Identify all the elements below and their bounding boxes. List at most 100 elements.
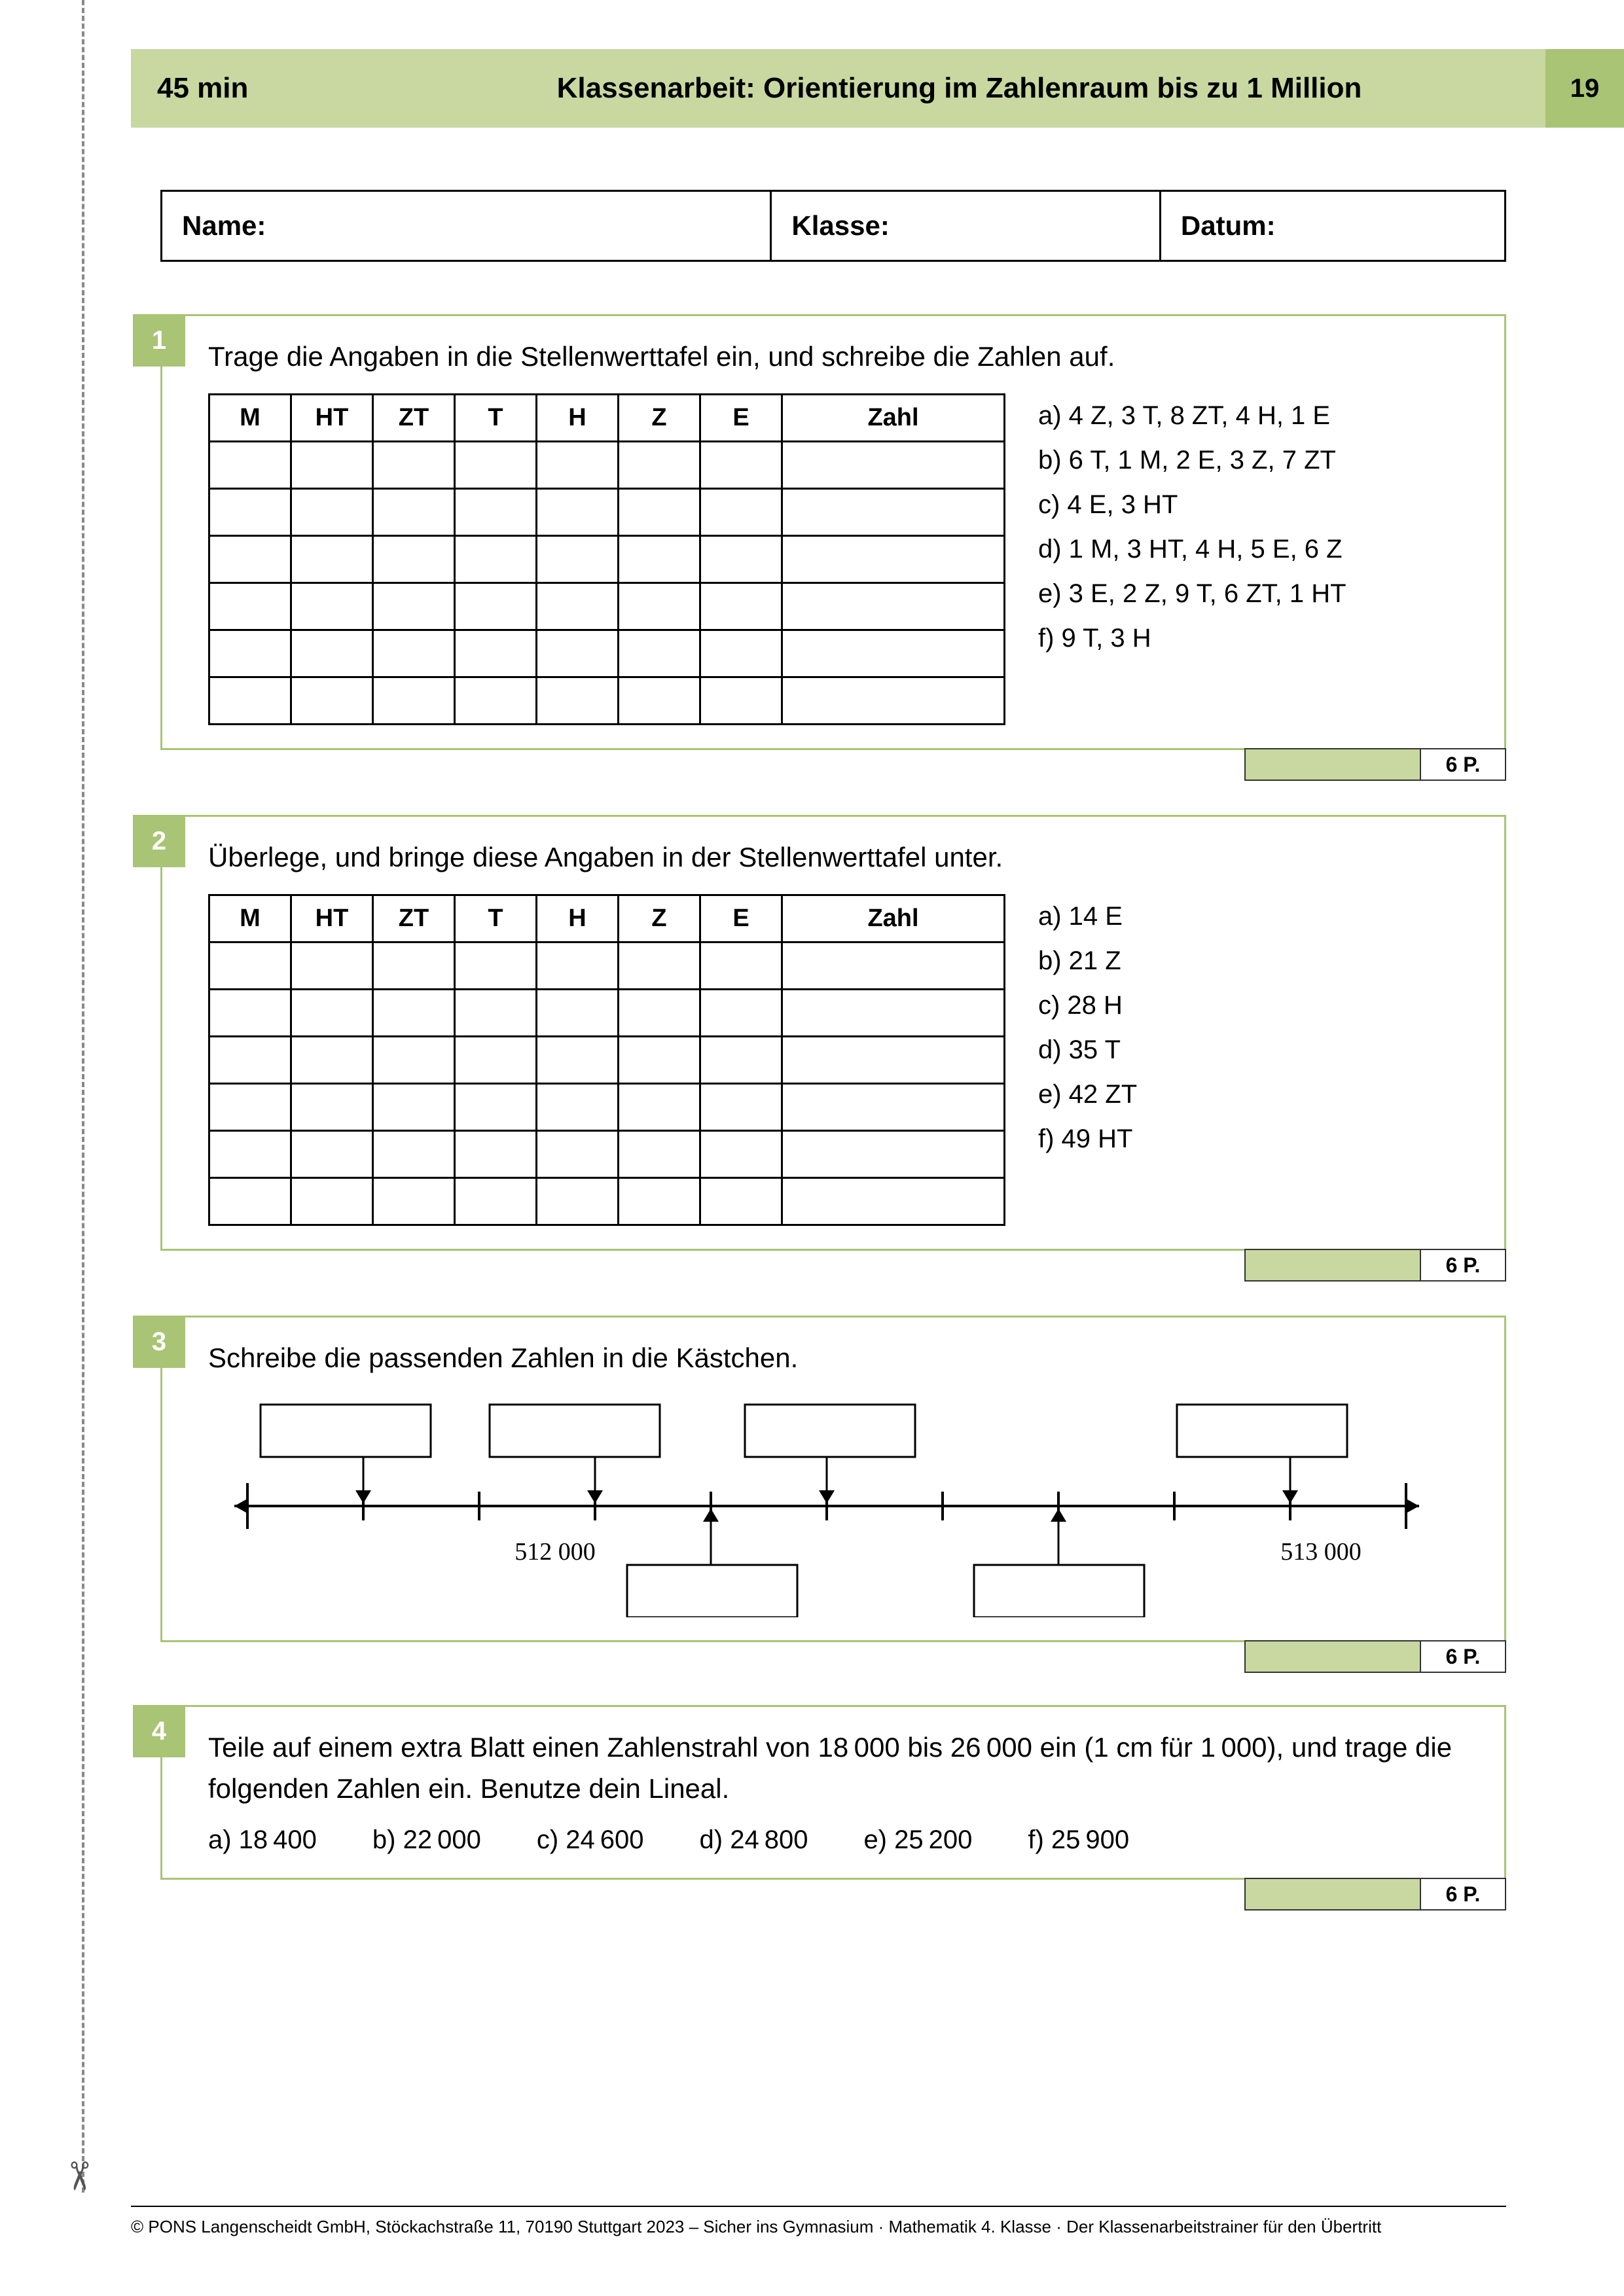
pv-cell[interactable] — [373, 536, 455, 583]
pv-cell[interactable] — [373, 583, 455, 630]
pv-cell[interactable] — [455, 489, 537, 536]
pv-cell[interactable] — [209, 536, 291, 583]
pv-cell[interactable] — [291, 677, 373, 725]
pv-cell[interactable] — [537, 1131, 619, 1178]
pv-cell[interactable] — [373, 1178, 455, 1225]
pv-cell[interactable] — [373, 677, 455, 725]
pv-cell[interactable] — [782, 1131, 1005, 1178]
pv-cell[interactable] — [700, 677, 782, 725]
pv-cell[interactable] — [619, 489, 700, 536]
pv-cell[interactable] — [455, 536, 537, 583]
pv-cell[interactable] — [455, 942, 537, 990]
name-field-label[interactable]: Name: — [162, 192, 772, 260]
pv-cell[interactable] — [700, 1037, 782, 1084]
pv-cell[interactable] — [782, 489, 1005, 536]
pv-cell[interactable] — [291, 1084, 373, 1131]
place-value-table[interactable]: MHTZTTHZEZahl — [208, 393, 1005, 725]
pv-cell[interactable] — [209, 677, 291, 725]
pv-cell[interactable] — [537, 489, 619, 536]
pv-cell[interactable] — [373, 442, 455, 489]
pv-cell[interactable] — [291, 583, 373, 630]
pv-cell[interactable] — [782, 630, 1005, 677]
pv-cell[interactable] — [782, 942, 1005, 990]
pv-cell[interactable] — [782, 1084, 1005, 1131]
points-blank[interactable] — [1244, 1878, 1421, 1910]
pv-cell[interactable] — [619, 630, 700, 677]
klasse-field-label[interactable]: Klasse: — [772, 192, 1161, 260]
pv-cell[interactable] — [209, 942, 291, 990]
pv-cell[interactable] — [537, 677, 619, 725]
pv-cell[interactable] — [782, 536, 1005, 583]
pv-cell[interactable] — [782, 583, 1005, 630]
pv-cell[interactable] — [537, 583, 619, 630]
pv-cell[interactable] — [700, 1178, 782, 1225]
pv-cell[interactable] — [373, 1037, 455, 1084]
pv-cell[interactable] — [700, 489, 782, 536]
pv-cell[interactable] — [291, 489, 373, 536]
pv-cell[interactable] — [455, 442, 537, 489]
pv-cell[interactable] — [537, 1037, 619, 1084]
pv-cell[interactable] — [782, 442, 1005, 489]
pv-cell[interactable] — [291, 536, 373, 583]
pv-cell[interactable] — [455, 1037, 537, 1084]
pv-cell[interactable] — [291, 1037, 373, 1084]
pv-cell[interactable] — [455, 1131, 537, 1178]
number-line[interactable]: 512 000513 000 — [208, 1395, 1452, 1617]
pv-cell[interactable] — [373, 1084, 455, 1131]
pv-cell[interactable] — [700, 1131, 782, 1178]
pv-cell[interactable] — [700, 583, 782, 630]
pv-cell[interactable] — [291, 442, 373, 489]
points-blank[interactable] — [1244, 1640, 1421, 1673]
pv-cell[interactable] — [209, 1131, 291, 1178]
pv-cell[interactable] — [537, 1084, 619, 1131]
pv-cell[interactable] — [537, 536, 619, 583]
pv-cell[interactable] — [455, 1084, 537, 1131]
pv-cell[interactable] — [455, 630, 537, 677]
pv-cell[interactable] — [782, 990, 1005, 1037]
pv-cell[interactable] — [291, 942, 373, 990]
pv-cell[interactable] — [537, 1178, 619, 1225]
points-blank[interactable] — [1244, 1249, 1421, 1282]
pv-cell[interactable] — [373, 630, 455, 677]
pv-cell[interactable] — [700, 630, 782, 677]
pv-cell[interactable] — [373, 990, 455, 1037]
pv-cell[interactable] — [700, 536, 782, 583]
pv-cell[interactable] — [700, 942, 782, 990]
pv-cell[interactable] — [291, 1178, 373, 1225]
pv-cell[interactable] — [782, 1037, 1005, 1084]
pv-cell[interactable] — [209, 1178, 291, 1225]
pv-cell[interactable] — [373, 1131, 455, 1178]
pv-cell[interactable] — [373, 489, 455, 536]
pv-cell[interactable] — [291, 990, 373, 1037]
pv-cell[interactable] — [209, 489, 291, 536]
pv-cell[interactable] — [700, 1084, 782, 1131]
pv-cell[interactable] — [209, 630, 291, 677]
pv-cell[interactable] — [455, 1178, 537, 1225]
pv-cell[interactable] — [209, 990, 291, 1037]
pv-cell[interactable] — [619, 942, 700, 990]
pv-cell[interactable] — [537, 630, 619, 677]
pv-cell[interactable] — [619, 1037, 700, 1084]
pv-cell[interactable] — [537, 990, 619, 1037]
pv-cell[interactable] — [209, 1084, 291, 1131]
pv-cell[interactable] — [619, 677, 700, 725]
pv-cell[interactable] — [619, 442, 700, 489]
place-value-table[interactable]: MHTZTTHZEZahl — [208, 894, 1005, 1226]
pv-cell[interactable] — [373, 942, 455, 990]
pv-cell[interactable] — [619, 1178, 700, 1225]
pv-cell[interactable] — [782, 677, 1005, 725]
pv-cell[interactable] — [537, 942, 619, 990]
pv-cell[interactable] — [291, 1131, 373, 1178]
pv-cell[interactable] — [700, 442, 782, 489]
points-blank[interactable] — [1244, 748, 1421, 781]
pv-cell[interactable] — [700, 990, 782, 1037]
pv-cell[interactable] — [209, 1037, 291, 1084]
pv-cell[interactable] — [782, 1178, 1005, 1225]
pv-cell[interactable] — [455, 583, 537, 630]
pv-cell[interactable] — [619, 1131, 700, 1178]
pv-cell[interactable] — [619, 536, 700, 583]
datum-field-label[interactable]: Datum: — [1161, 192, 1504, 260]
pv-cell[interactable] — [619, 990, 700, 1037]
pv-cell[interactable] — [209, 442, 291, 489]
pv-cell[interactable] — [455, 990, 537, 1037]
